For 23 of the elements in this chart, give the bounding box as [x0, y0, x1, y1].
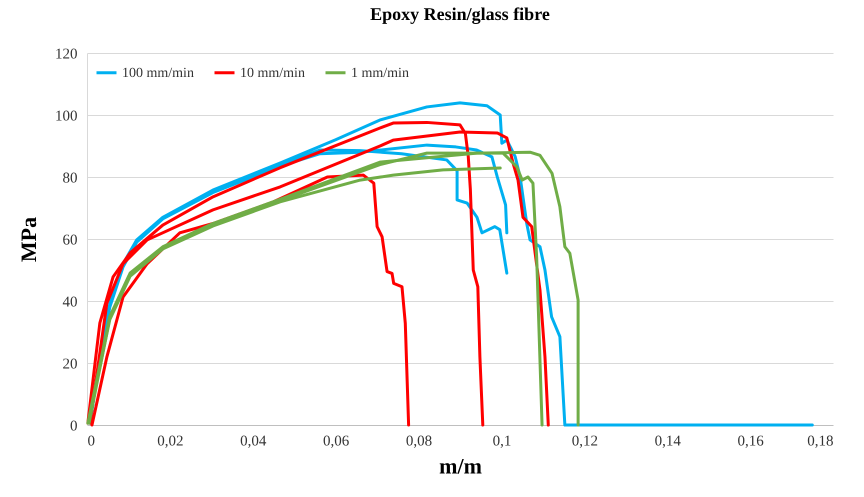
x-tick-label: 0,08	[406, 434, 432, 450]
y-axis-title: MPa	[16, 216, 41, 262]
legend-label: 100 mm/min	[122, 66, 194, 81]
x-tick-label: 0,1	[492, 434, 512, 450]
x-tick-label: 0,18	[807, 434, 834, 450]
legend-label: 1 mm/min	[351, 66, 409, 81]
x-tick-label: 0	[88, 434, 95, 450]
y-tick-label: 80	[62, 170, 78, 186]
y-tick-label: 120	[55, 46, 78, 62]
y-tick-label: 100	[55, 108, 78, 124]
y-tick-label: 60	[62, 232, 78, 248]
y-tick-label: 0	[70, 418, 78, 434]
y-tick-label: 20	[62, 356, 78, 372]
y-tick-label: 40	[62, 294, 78, 310]
x-tick-label: 0,12	[572, 434, 598, 450]
x-axis-title: m/m	[439, 454, 482, 478]
legend-label: 10 mm/min	[240, 66, 305, 81]
chart-title: Epoxy Resin/glass fibre	[370, 4, 550, 24]
x-tick-label: 0,14	[654, 434, 682, 450]
x-tick-label: 0,02	[157, 434, 184, 450]
x-tick-label: 0,04	[240, 434, 267, 450]
x-tick-label: 0,16	[737, 434, 764, 450]
x-tick-label: 0,06	[323, 434, 350, 450]
